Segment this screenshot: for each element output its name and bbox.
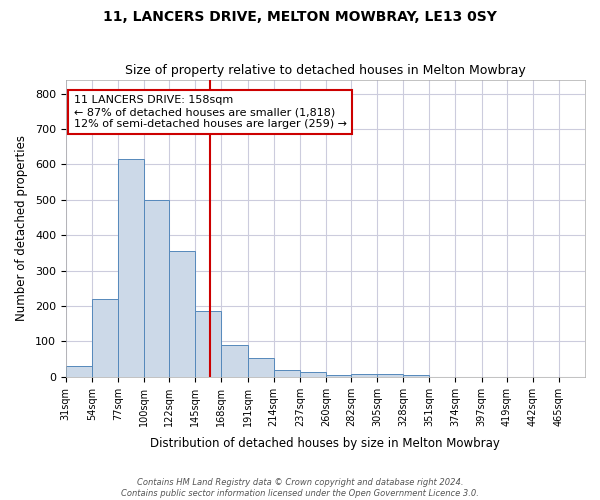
Bar (92, 299, 118, 377)
Bar (274, 370, 300, 377)
Bar (326, 374, 351, 377)
Bar (221, 345, 248, 377)
Bar (118, 159, 144, 377)
Bar (300, 372, 326, 377)
X-axis label: Distribution of detached houses by size in Melton Mowbray: Distribution of detached houses by size … (151, 437, 500, 450)
Bar (248, 358, 274, 377)
Y-axis label: Number of detached properties: Number of detached properties (15, 135, 28, 321)
Bar (377, 374, 403, 377)
Text: 11, LANCERS DRIVE, MELTON MOWBRAY, LE13 0SY: 11, LANCERS DRIVE, MELTON MOWBRAY, LE13 … (103, 10, 497, 24)
Bar (66, 366, 92, 377)
Bar (169, 251, 196, 377)
Title: Size of property relative to detached houses in Melton Mowbray: Size of property relative to detached ho… (125, 64, 526, 77)
Bar (403, 375, 430, 377)
Text: Contains HM Land Registry data © Crown copyright and database right 2024.
Contai: Contains HM Land Registry data © Crown c… (121, 478, 479, 498)
Bar (196, 312, 221, 377)
Bar (351, 374, 377, 377)
Bar (144, 200, 169, 377)
Text: 11 LANCERS DRIVE: 158sqm
← 87% of detached houses are smaller (1,818)
12% of sem: 11 LANCERS DRIVE: 158sqm ← 87% of detach… (74, 96, 347, 128)
